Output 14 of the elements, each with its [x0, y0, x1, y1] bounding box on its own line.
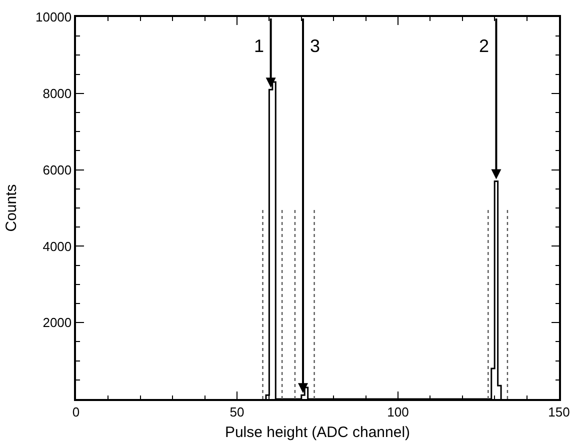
- annotation: 1: [254, 36, 264, 56]
- x-tick-label: 150: [548, 404, 570, 420]
- x-axis-title: Pulse height (ADC channel): [224, 424, 410, 441]
- y-tick-label: 4000: [42, 238, 72, 254]
- annotation: 3: [310, 36, 320, 56]
- x-tick-label: 0: [72, 404, 80, 420]
- y-tick-label: 6000: [42, 162, 72, 178]
- x-tick-label: 100: [387, 404, 409, 420]
- y-tick-label: 10000: [35, 10, 72, 25]
- y-axis-title: Counts: [3, 184, 20, 232]
- y-tick-label: 8000: [42, 86, 72, 101]
- x-tick-label: 50: [230, 404, 244, 420]
- annotation: 2: [479, 36, 490, 56]
- y-tick-label: 2000: [42, 315, 72, 330]
